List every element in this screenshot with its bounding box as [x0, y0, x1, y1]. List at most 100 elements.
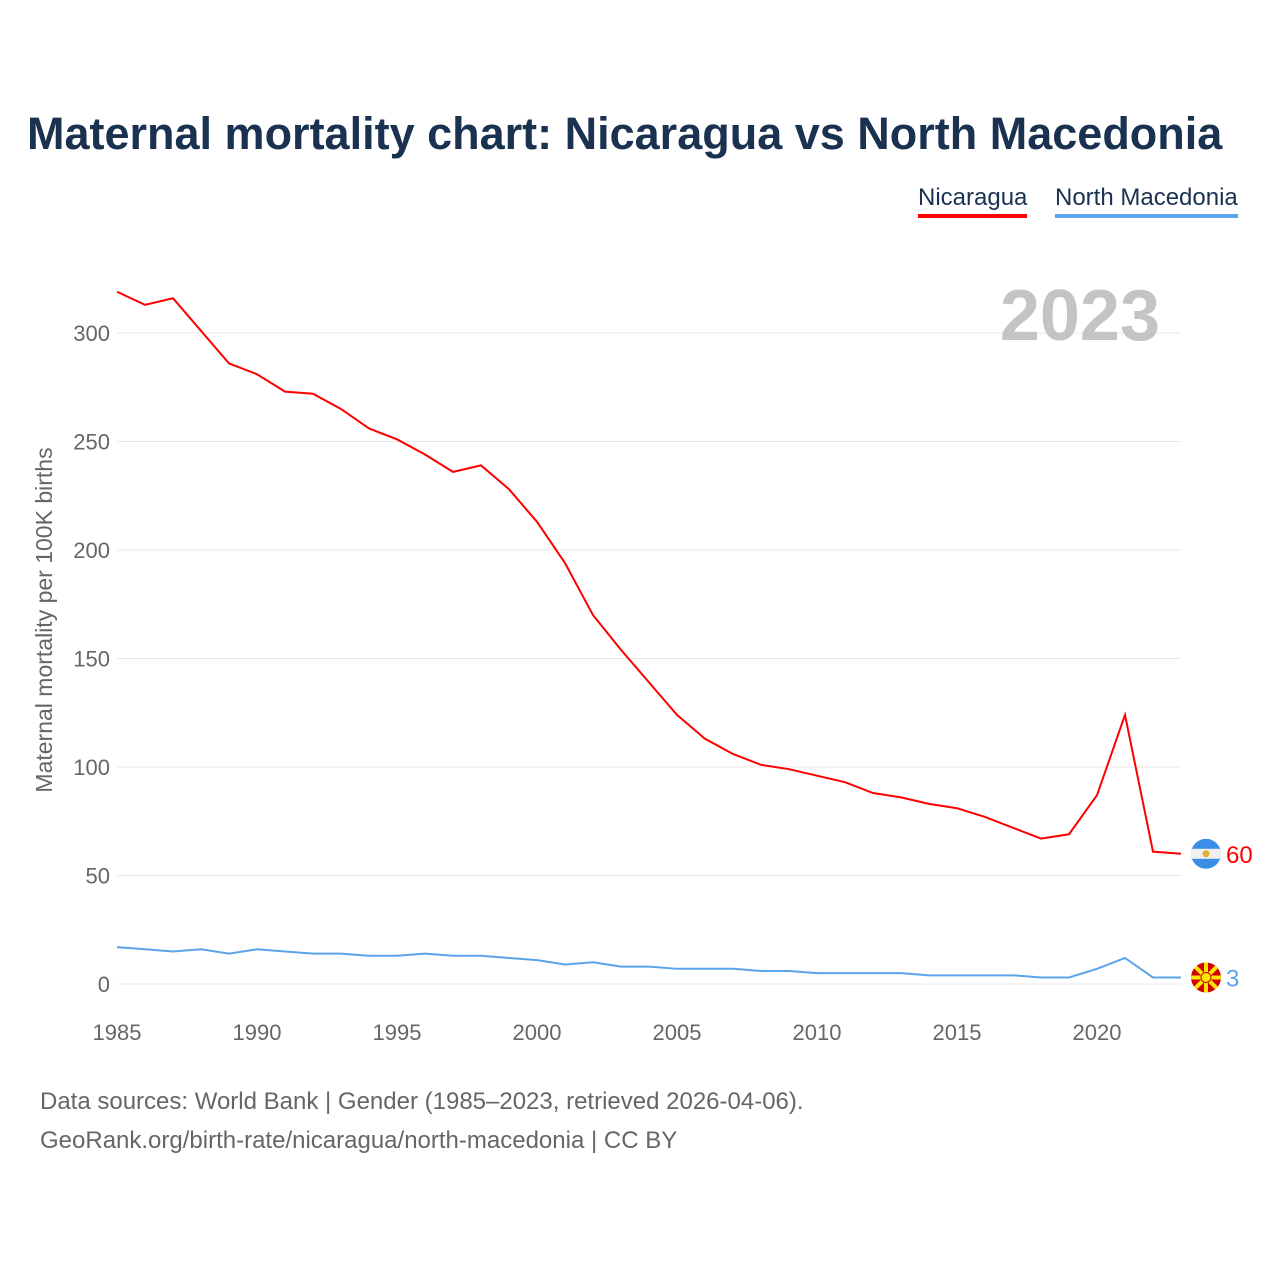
data-point — [422, 951, 428, 957]
data-point — [1066, 974, 1072, 980]
x-tick-label: 2010 — [793, 1020, 842, 1045]
data-point — [142, 946, 148, 952]
data-point — [310, 951, 316, 957]
data-point — [646, 679, 652, 685]
data-point — [1010, 825, 1016, 831]
y-tick-label: 100 — [73, 755, 110, 780]
data-point — [366, 425, 372, 431]
data-point — [618, 647, 624, 653]
data-point — [226, 360, 232, 366]
data-point — [702, 736, 708, 742]
x-tick-label: 1985 — [93, 1020, 142, 1045]
x-tick-label: 2020 — [1073, 1020, 1122, 1045]
data-point — [1094, 792, 1100, 798]
data-point — [926, 801, 932, 807]
data-point — [1150, 974, 1156, 980]
y-tick-label: 50 — [86, 864, 110, 889]
data-point — [758, 968, 764, 974]
data-point — [450, 469, 456, 475]
data-point — [1038, 836, 1044, 842]
data-point — [982, 972, 988, 978]
data-point — [226, 951, 232, 957]
data-point — [506, 955, 512, 961]
data-point — [1150, 849, 1156, 855]
data-point — [898, 794, 904, 800]
data-point — [170, 948, 176, 954]
data-point — [198, 328, 204, 334]
data-point — [870, 970, 876, 976]
end-value-label: 60 — [1226, 842, 1253, 869]
data-point — [562, 560, 568, 566]
data-point — [842, 970, 848, 976]
data-point — [534, 519, 540, 525]
data-point — [618, 964, 624, 970]
data-point — [786, 968, 792, 974]
data-point — [394, 436, 400, 442]
data-point — [562, 961, 568, 967]
data-point — [1094, 966, 1100, 972]
legend-north-macedonia[interactable]: North Macedonia — [1055, 184, 1238, 218]
series-line-north-macedonia — [116, 946, 1181, 979]
data-point — [926, 972, 932, 978]
data-point — [1066, 831, 1072, 837]
data-point — [646, 964, 652, 970]
x-tick-label: 1995 — [373, 1020, 422, 1045]
data-point — [310, 391, 316, 397]
x-tick-label: 2005 — [653, 1020, 702, 1045]
data-point — [114, 289, 120, 295]
end-value-label: 3 — [1226, 965, 1239, 992]
data-point — [1010, 972, 1016, 978]
data-point — [702, 966, 708, 972]
data-point — [422, 452, 428, 458]
data-point — [282, 948, 288, 954]
legend-nicaragua[interactable]: Nicaragua — [918, 184, 1028, 218]
data-point — [506, 486, 512, 492]
data-point — [450, 953, 456, 959]
x-tick-label: 2000 — [513, 1020, 562, 1045]
data-point — [674, 966, 680, 972]
data-point — [870, 790, 876, 796]
data-point — [814, 773, 820, 779]
data-point — [898, 970, 904, 976]
y-tick-label: 0 — [98, 972, 110, 997]
data-point — [254, 371, 260, 377]
data-point — [1178, 974, 1184, 980]
data-point — [758, 762, 764, 768]
data-point — [142, 302, 148, 308]
data-point — [478, 953, 484, 959]
data-point — [786, 766, 792, 772]
y-tick-label: 200 — [73, 538, 110, 563]
data-point — [982, 814, 988, 820]
data-point — [534, 957, 540, 963]
data-point — [198, 946, 204, 952]
x-tick-label: 2015 — [933, 1020, 982, 1045]
data-point — [814, 970, 820, 976]
x-tick-label: 1990 — [233, 1020, 282, 1045]
data-point — [170, 295, 176, 301]
data-point — [590, 612, 596, 618]
data-point — [1038, 974, 1044, 980]
series-line-nicaragua — [116, 290, 1182, 855]
data-point — [674, 712, 680, 718]
data-point — [338, 406, 344, 412]
chart-title: Maternal mortality chart: Nicaragua vs N… — [27, 108, 1223, 159]
source-note: Data sources: World Bank | Gender (1985–… — [40, 1088, 804, 1115]
data-point — [338, 951, 344, 957]
data-point — [1122, 712, 1128, 718]
north-macedonia-flag-icon — [1191, 962, 1221, 993]
y-tick-label: 250 — [73, 430, 110, 455]
data-point — [1178, 851, 1184, 857]
data-point — [954, 805, 960, 811]
data-point — [366, 953, 372, 959]
data-point — [954, 972, 960, 978]
data-point — [282, 389, 288, 395]
data-point — [394, 953, 400, 959]
data-point — [478, 462, 484, 468]
data-point — [254, 946, 260, 952]
data-point — [730, 751, 736, 757]
y-tick-label: 300 — [73, 321, 110, 346]
credit-note[interactable]: GeoRank.org/birth-rate/nicaragua/north-m… — [40, 1127, 678, 1154]
y-tick-label: 150 — [73, 647, 110, 672]
data-point — [730, 966, 736, 972]
